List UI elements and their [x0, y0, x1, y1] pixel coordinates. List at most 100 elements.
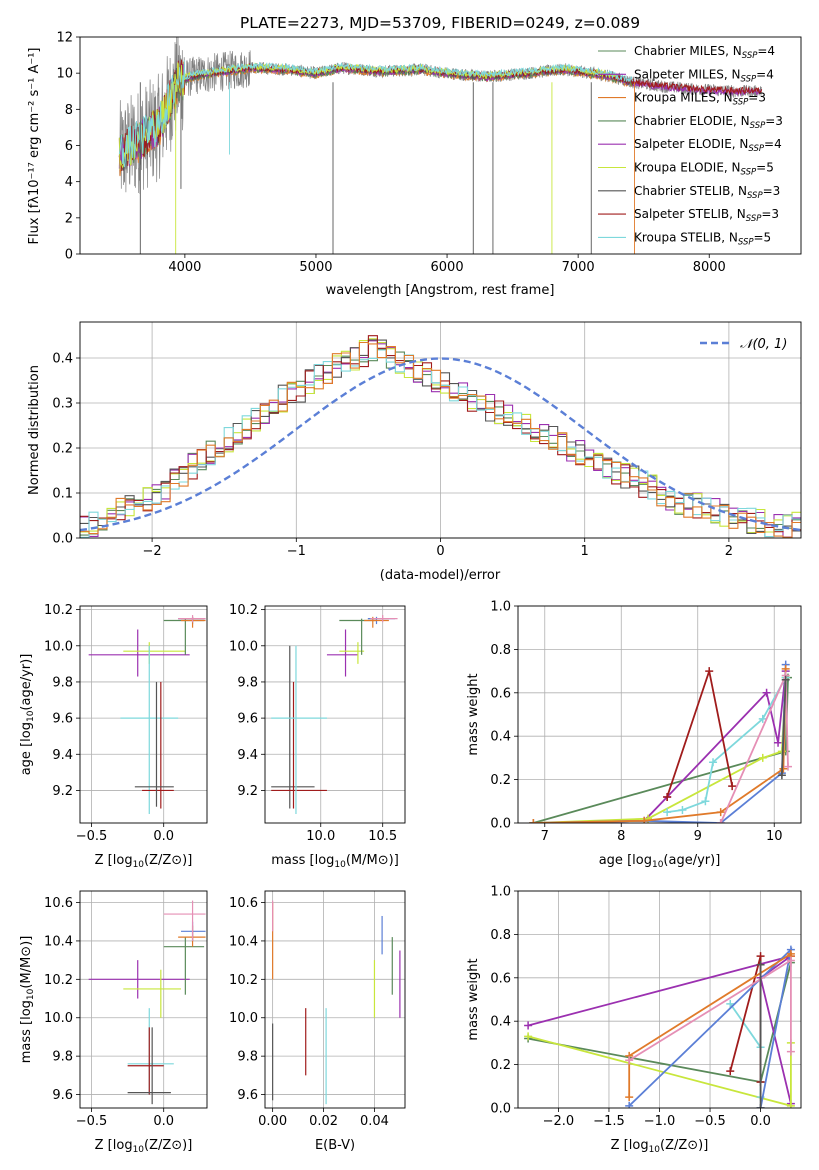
error-point [88, 960, 190, 999]
x-axis-label: wavelength [Angstrom, rest frame] [326, 283, 555, 298]
y-tick-label: 8 [65, 103, 73, 118]
weight-series [663, 673, 790, 817]
y-axis-label: Flux [fλ10⁻¹⁷ erg cm⁻² s⁻¹ A⁻¹] [27, 48, 42, 245]
x-tick-label: 10 [766, 829, 783, 844]
legend: 𝒩(0, 1) [700, 337, 787, 352]
ticks: −2.0 −1.5 −1.0 −0.5 0.0 0.0 0.2 0.4 0.6 0.8 1.0 [490, 885, 771, 1130]
grid [80, 891, 207, 1108]
y-tick-label: 0.2 [490, 1058, 511, 1073]
axes-frame [517, 605, 802, 824]
weight-marker [625, 1056, 634, 1065]
weight-marker [524, 1021, 533, 1030]
histogram-series [80, 341, 801, 538]
x-tick-label: 8000 [693, 260, 726, 275]
weight-marker [529, 819, 538, 823]
y-tick-label: 10.2 [44, 973, 73, 988]
weight-line [666, 667, 734, 798]
weight-series [529, 664, 790, 823]
weight-series [625, 949, 795, 1102]
weight-line [719, 675, 789, 823]
chart-title: PLATE=2273, MJD=53709, FIBERID=0249, z=0… [240, 14, 640, 32]
error-point [142, 681, 174, 809]
chart-mass_vs_ebv: 0.00 0.02 0.04 9.6 9.8 10.0 10.2 10.4 10.6 E(B-V) [229, 890, 406, 1153]
axes-frame [79, 36, 802, 255]
x-tick-label: 0.0 [153, 1114, 174, 1129]
weight-marker [640, 816, 649, 823]
y-axis-label: mass weight [466, 673, 481, 755]
error-point [271, 645, 327, 814]
y-tick-label: 12 [56, 31, 73, 46]
x-tick-label: −1.0 [644, 1114, 676, 1129]
normal-curve [80, 357, 801, 532]
y-tick-label: 9.6 [237, 712, 258, 727]
x-tick-label: 0.04 [360, 1114, 389, 1129]
weight-marker [786, 1047, 795, 1056]
x-tick-label: 0.00 [258, 1114, 287, 1129]
weight-line [533, 677, 789, 823]
y-tick-label: 0.0 [52, 532, 73, 547]
y-tick-label: 1.0 [490, 600, 511, 615]
x-tick-label: −0.5 [76, 829, 108, 844]
weight-marker [762, 688, 771, 697]
y-tick-label: 9.8 [237, 1050, 258, 1065]
x-tick-label: 10.0 [306, 829, 335, 844]
weight-marker [758, 714, 767, 723]
x-tick-label: −1.5 [593, 1114, 625, 1129]
weight-marker [678, 805, 687, 814]
y-tick-label: 10.4 [229, 934, 258, 949]
x-axis-label: Z [log10(Z/Z⊙)] [611, 1138, 709, 1155]
chart-spectrum: 4000 5000 6000 7000 8000 0 2 4 6 8 10 12 PLATE=2273,… [27, 14, 802, 298]
y-tick-label: 0.0 [490, 817, 511, 832]
y-tick-label: 0.0 [490, 1102, 511, 1117]
weight-series [529, 667, 790, 823]
y-tick-label: 0.1 [52, 487, 73, 502]
x-tick-label: −0.5 [76, 1114, 108, 1129]
x-tick-label: −2.0 [543, 1114, 575, 1129]
y-tick-label: 10.0 [229, 1011, 258, 1026]
y-tick-label: 10.0 [44, 639, 73, 654]
legend-entry: Salpeter ELODIE, NSSP=4 [634, 137, 782, 154]
ticks: −0.5 0.0 9.2 9.4 9.6 9.8 10.0 10.2 [44, 603, 174, 844]
x-tick-label: −1 [287, 544, 306, 559]
y-tick-label: 10.6 [229, 896, 258, 911]
error-point [127, 1027, 164, 1095]
plot-area [118, 37, 763, 254]
y-tick-label: 0.6 [490, 971, 511, 986]
y-tick-label: 4 [65, 175, 73, 190]
x-axis-label: Z [log10(Z/Z⊙)] [95, 1138, 193, 1155]
chart-age_vs_mass: 10.0 10.5 9.2 9.4 9.6 9.8 10.0 10.2 mass [log10(… [229, 603, 406, 870]
ticks: −0.5 0.0 9.6 9.8 10.0 10.2 10.4 10.6 [44, 896, 174, 1129]
x-tick-label: −2 [143, 544, 162, 559]
chart-weight_vs_z: −2.0 −1.5 −1.0 −0.5 0.0 0.0 0.2 0.4 0.6 0.8 1.0 Z [… [466, 885, 802, 1155]
x-tick-label: 6000 [431, 260, 464, 275]
y-axis-label: mass [log10(M/M⊙)] [19, 936, 36, 1064]
legend-entry: Kroupa ELODIE, NSSP=5 [634, 161, 774, 178]
x-tick-label: 2 [725, 544, 733, 559]
weight-series [663, 667, 737, 801]
y-tick-label: 10.0 [44, 1011, 73, 1026]
weight-marker [663, 792, 672, 801]
plot-area [80, 335, 801, 538]
plot-area [88, 900, 206, 1105]
weight-series [625, 956, 795, 1065]
weight-marker [779, 764, 788, 773]
grid [518, 605, 801, 824]
weight-marker [786, 956, 795, 965]
y-tick-label: 0.8 [490, 928, 511, 943]
error-point [339, 642, 365, 664]
error-point [127, 1008, 174, 1095]
axes-frame [517, 890, 802, 1109]
weight-marker [726, 1067, 735, 1076]
y-tick-label: 10.2 [229, 973, 258, 988]
y-tick-label: 0.4 [52, 352, 73, 367]
x-tick-label: 0 [436, 544, 444, 559]
weight-series [756, 960, 765, 1108]
x-tick-label: 4000 [168, 260, 201, 275]
legend-entry: Kroupa MILES, NSSP=3 [634, 91, 766, 108]
x-axis-label: age [log10(age/yr)] [599, 853, 721, 870]
ticks: 10.0 10.5 9.2 9.4 9.6 9.8 10.0 10.2 [229, 603, 397, 844]
y-tick-label: 2 [65, 211, 73, 226]
x-tick-label: 0.0 [153, 829, 174, 844]
axes-frame [79, 321, 802, 539]
